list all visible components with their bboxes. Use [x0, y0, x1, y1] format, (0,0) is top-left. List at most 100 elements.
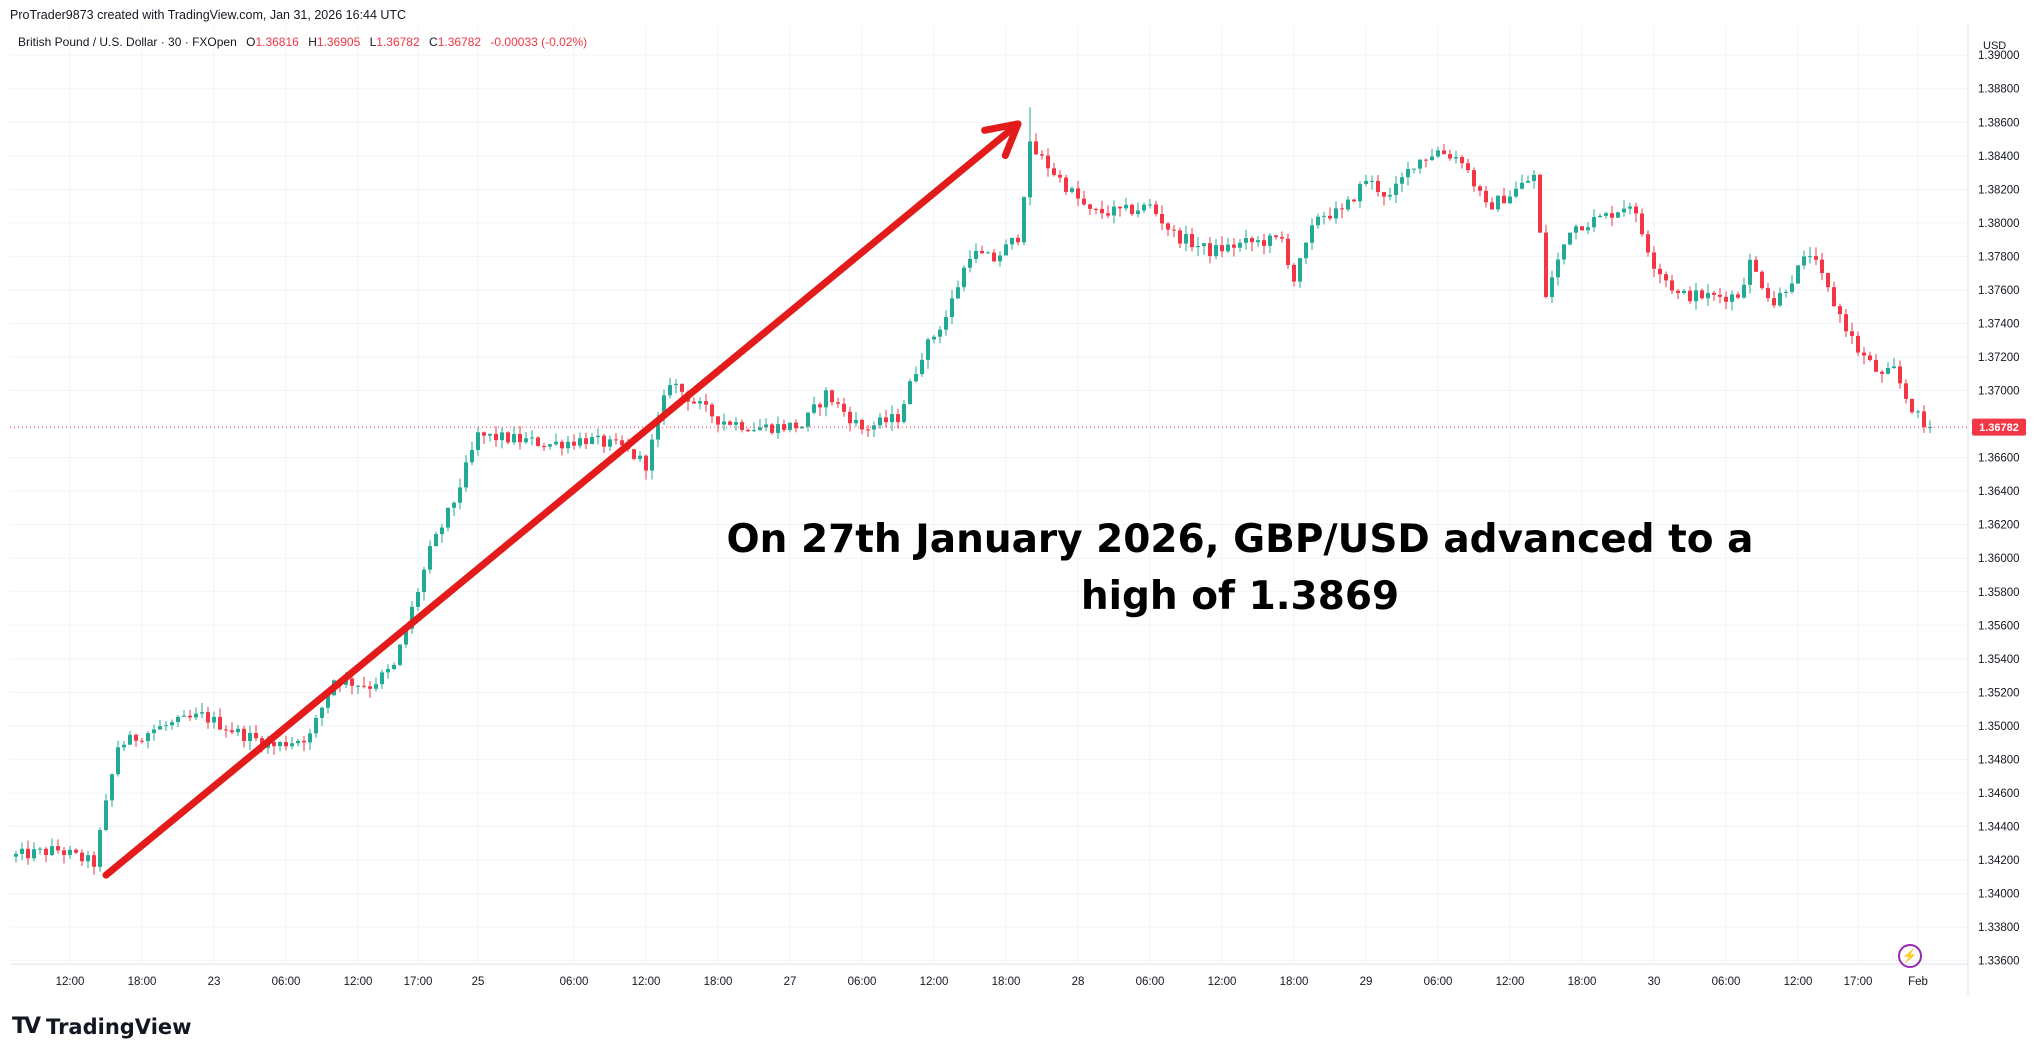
candle-body	[1916, 411, 1920, 413]
last-price-tag: 1.36782	[1972, 418, 2026, 436]
candle-body	[500, 432, 504, 441]
candle-body	[512, 434, 516, 443]
y-tick-label: 1.37800	[1978, 251, 2020, 263]
candle-body	[1172, 229, 1176, 231]
candle-body	[1568, 232, 1572, 245]
trend-arrow	[102, 120, 1022, 879]
y-tick-label: 1.33800	[1978, 922, 2020, 934]
candle-body	[1352, 199, 1356, 202]
candle-body	[38, 848, 42, 850]
candle-body	[932, 336, 936, 340]
candle-body	[488, 433, 492, 436]
candle-body	[1100, 208, 1104, 214]
candle-body	[410, 606, 414, 629]
x-tick-label: 18:00	[1280, 976, 1309, 988]
change-value: -0.00033 (-0.02%)	[490, 35, 588, 49]
candle-body	[1010, 237, 1014, 245]
candle-body	[830, 390, 834, 403]
candle-body	[320, 707, 324, 718]
candle-body	[506, 432, 510, 443]
candle-body	[188, 715, 192, 718]
candle-body	[548, 444, 552, 447]
candle-body	[32, 849, 36, 859]
candle-body	[302, 740, 306, 743]
candle-body	[986, 252, 990, 254]
candle-body	[470, 450, 474, 463]
candle-body	[86, 855, 90, 862]
candle-body	[1730, 294, 1734, 302]
candle-body	[248, 732, 252, 742]
y-tick-label: 1.35400	[1978, 654, 2020, 666]
candle-body	[1814, 256, 1818, 260]
y-tick-label: 1.36000	[1978, 553, 2020, 565]
candle-body	[1766, 288, 1770, 299]
candle-body	[836, 402, 840, 404]
open-label: O	[246, 35, 256, 49]
candle-body	[530, 437, 534, 439]
candle-body	[1700, 290, 1704, 299]
candle-body	[362, 685, 366, 687]
candle-body	[1502, 195, 1506, 204]
candle-body	[1394, 183, 1398, 195]
lightning-icon[interactable]: ⚡	[1898, 944, 1922, 968]
x-tick-label: 18:00	[128, 976, 157, 988]
candle-body	[356, 685, 360, 687]
candle-body	[128, 734, 132, 745]
symbol-legend: British Pound / U.S. Dollar · 30 · FXOpe…	[18, 35, 587, 49]
candle-body	[914, 374, 918, 382]
candle-body	[1496, 195, 1500, 210]
x-tick-label: 17:00	[1844, 976, 1873, 988]
candle-body	[662, 395, 666, 419]
currency-label[interactable]: USD	[1983, 40, 2006, 52]
candle-body	[1052, 168, 1056, 175]
price-axis[interactable]: 1.39000 1.38800 1.38600 1.38400 1.38200 1.380…	[1978, 50, 2020, 967]
candle-body	[752, 430, 756, 432]
candle-body	[170, 722, 174, 726]
candle-body	[1514, 188, 1518, 197]
candle-body	[1706, 292, 1710, 299]
candle-body	[140, 740, 144, 742]
candle-body	[314, 717, 318, 734]
candle-body	[1304, 242, 1308, 259]
candle-body	[1004, 244, 1008, 256]
candle-body	[1280, 237, 1284, 239]
candle-body	[1166, 223, 1170, 230]
candle-body	[554, 441, 558, 445]
candle-body	[1910, 398, 1914, 413]
time-axis[interactable]: 12:00 18:00 23 06:00 12:00 17:00 25 06:00 12:00 1…	[56, 976, 1928, 988]
candle-body	[650, 439, 654, 471]
candle-body	[1760, 271, 1764, 289]
tradingview-branding[interactable]: TV TradingView	[12, 1014, 192, 1039]
symbol-name[interactable]: British Pound / U.S. Dollar · 30 · FXOpe…	[18, 35, 237, 49]
candle-body	[50, 846, 54, 856]
candlestick-series	[14, 107, 1932, 875]
y-tick-label: 1.34600	[1978, 788, 2020, 800]
candle-body	[1820, 259, 1824, 274]
candle-body	[1862, 352, 1866, 356]
y-tick-label: 1.38400	[1978, 151, 2020, 163]
candle-body	[1094, 208, 1098, 210]
candle-body	[230, 730, 234, 733]
y-tick-label: 1.35600	[1978, 620, 2020, 632]
candle-body	[1238, 242, 1242, 248]
x-tick-label: 18:00	[1568, 976, 1597, 988]
candle-body	[1538, 174, 1542, 233]
candle-body	[878, 417, 882, 426]
candle-body	[806, 412, 810, 427]
candle-body	[1682, 290, 1686, 294]
candle-body	[1232, 244, 1236, 248]
candle-body	[56, 846, 60, 851]
x-tick-label: 06:00	[848, 976, 877, 988]
candle-body	[1244, 238, 1248, 243]
candle-body	[152, 729, 156, 734]
candle-body	[218, 716, 222, 730]
x-tick-label: 12:00	[1496, 976, 1525, 988]
candle-body	[656, 418, 660, 440]
x-tick-label: 28	[1072, 976, 1085, 988]
x-tick-label: 12:00	[1784, 976, 1813, 988]
candle-body	[794, 422, 798, 429]
candle-body	[524, 438, 528, 443]
candle-body	[578, 438, 582, 446]
candle-body	[404, 628, 408, 645]
